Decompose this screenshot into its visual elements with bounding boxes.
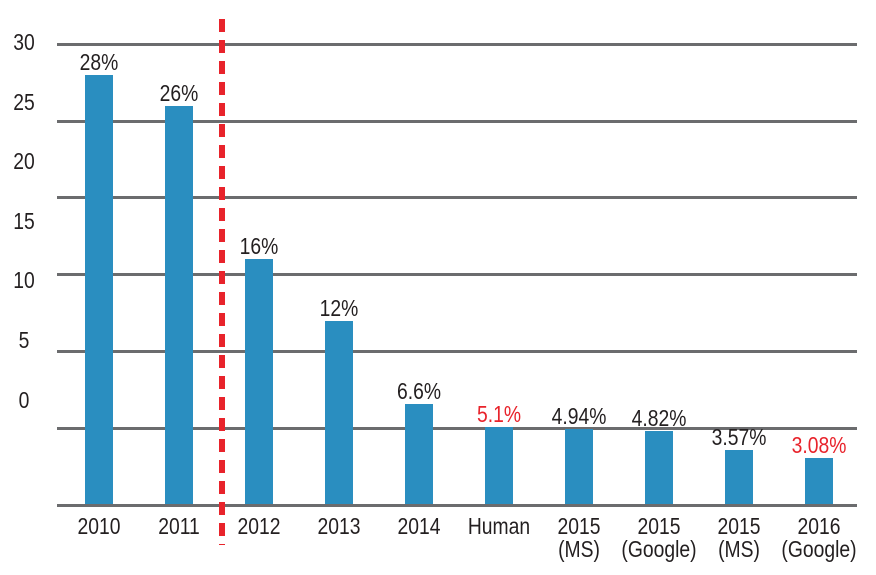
- x-axis-label-2015-google: 2015 (Google): [621, 513, 697, 563]
- x-axis-label-line: 2015: [717, 513, 761, 539]
- bar-2010: [85, 74, 114, 505]
- x-axis-label-2012: 2012: [237, 513, 281, 539]
- bar-value-label-2015-ms: 4.94%: [551, 403, 607, 430]
- x-axis-label-line: (Google): [621, 536, 697, 563]
- x-axis-label-line: 2014: [397, 513, 441, 539]
- gridline-20: [57, 196, 857, 200]
- x-axis-label-2015-ms: 2015 (MS): [717, 513, 761, 563]
- x-axis-label-line: 2015: [637, 513, 681, 539]
- x-axis-label-line: 2016: [797, 513, 841, 539]
- x-axis-label-2013: 2013: [317, 513, 361, 539]
- x-axis-label-2011: 2011: [158, 513, 200, 539]
- y-axis-tick-label-15: 15: [13, 207, 35, 234]
- x-axis-label-2010: 2010: [77, 513, 121, 539]
- bar-value-label-2015-google: 4.82%: [631, 404, 687, 431]
- bar-value-label-2010: 28%: [79, 48, 119, 75]
- x-axis-label-line: Human: [467, 513, 530, 539]
- y-axis-tick-label-10: 10: [13, 267, 35, 294]
- y-axis-tick-label-25: 25: [13, 88, 35, 115]
- x-axis-label-2015-ms: 2015 (MS): [557, 513, 601, 563]
- gridline-10: [57, 349, 857, 353]
- gridline-30: [57, 42, 857, 46]
- bar-value-label-2011: 26%: [159, 79, 199, 106]
- bar-2013: [324, 320, 353, 505]
- x-axis-label-line: 2011: [158, 513, 200, 539]
- bar-2011: [165, 105, 194, 505]
- x-axis-label-2016-google: 2016 (Google): [780, 513, 857, 563]
- bar-value-label-human: 5.1%: [476, 400, 521, 427]
- bar-value-label-2016-google: 3.08%: [791, 431, 846, 458]
- gridline-0: [57, 503, 857, 507]
- x-axis-label-line: (Google): [780, 536, 857, 563]
- bar-2014: [404, 403, 433, 505]
- gridline-25: [57, 119, 857, 123]
- bar-value-label-2015-ms: 3.57%: [711, 424, 767, 451]
- milestone-divider-dashed-line: [219, 19, 225, 545]
- y-axis-tick-label-5: 5: [18, 327, 30, 353]
- x-axis-label-line: 2012: [237, 513, 281, 539]
- gridline-15: [57, 273, 857, 277]
- bar-value-label-2014: 6.6%: [396, 377, 441, 404]
- x-axis-label-line: (MS): [557, 536, 600, 563]
- y-axis-tick-label-20: 20: [13, 148, 35, 175]
- y-axis-tick-label-30: 30: [13, 29, 35, 55]
- bar-2015-ms: [724, 450, 753, 505]
- y-axis-tick-label-0: 0: [18, 386, 30, 413]
- bar-value-label-2013: 12%: [319, 294, 359, 321]
- x-axis-label-line: 2013: [317, 513, 361, 539]
- bar-2015-ms: [564, 429, 593, 505]
- bar-value-label-2012: 16%: [239, 233, 279, 260]
- bar-2016-google: [804, 457, 833, 505]
- x-axis-label-line: 2015: [557, 513, 601, 539]
- x-axis-label-human: Human: [467, 513, 530, 539]
- bar-2012: [245, 259, 274, 505]
- gridline-5: [57, 426, 857, 430]
- x-axis-label-line: 2010: [77, 513, 121, 539]
- x-axis-label-2014: 2014: [397, 513, 441, 539]
- bar-human: [484, 426, 513, 505]
- x-axis-label-line: (MS): [717, 536, 760, 563]
- bar-2015-google: [644, 430, 673, 505]
